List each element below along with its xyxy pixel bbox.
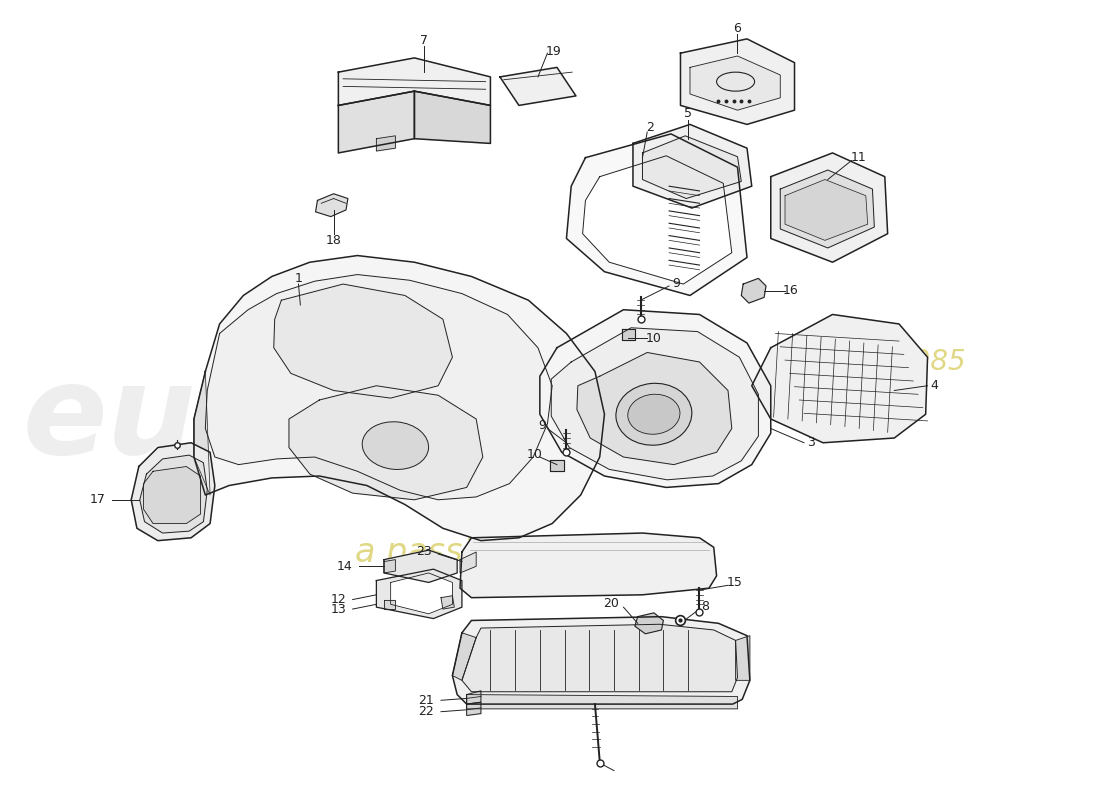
Polygon shape	[452, 633, 476, 680]
Polygon shape	[376, 569, 462, 618]
Text: 4: 4	[931, 379, 938, 392]
Text: 19: 19	[546, 45, 561, 58]
Polygon shape	[466, 702, 481, 715]
Polygon shape	[194, 371, 210, 495]
Polygon shape	[499, 67, 576, 106]
Text: 10: 10	[646, 332, 662, 345]
Polygon shape	[384, 599, 395, 609]
Text: 8: 8	[701, 600, 710, 613]
Text: 21: 21	[419, 694, 435, 706]
Polygon shape	[576, 353, 732, 465]
Polygon shape	[452, 617, 750, 704]
Text: 1: 1	[295, 272, 302, 285]
Polygon shape	[551, 328, 758, 480]
Text: 13: 13	[330, 602, 346, 615]
Text: 16: 16	[783, 284, 799, 298]
Polygon shape	[751, 314, 927, 442]
Polygon shape	[621, 329, 635, 340]
Polygon shape	[690, 56, 780, 110]
Ellipse shape	[628, 394, 680, 434]
Text: 6: 6	[734, 22, 741, 35]
Text: 5: 5	[684, 107, 692, 121]
Text: 3: 3	[806, 436, 815, 450]
Text: 12: 12	[330, 593, 346, 606]
Polygon shape	[289, 386, 483, 500]
Polygon shape	[632, 125, 751, 208]
Text: 2: 2	[646, 121, 654, 134]
Text: a passion for: a passion for	[354, 535, 570, 569]
Polygon shape	[316, 194, 348, 217]
Polygon shape	[274, 284, 452, 398]
Polygon shape	[771, 153, 888, 262]
Polygon shape	[736, 636, 750, 680]
Polygon shape	[376, 136, 395, 151]
Polygon shape	[642, 136, 741, 198]
Polygon shape	[339, 58, 491, 106]
Polygon shape	[144, 466, 200, 523]
Text: 9: 9	[538, 419, 546, 432]
Text: 15: 15	[727, 576, 742, 589]
Text: 22: 22	[419, 705, 435, 718]
Polygon shape	[550, 460, 563, 471]
Polygon shape	[462, 624, 737, 692]
Polygon shape	[194, 255, 605, 541]
Polygon shape	[415, 91, 491, 143]
Polygon shape	[384, 550, 458, 582]
Text: since 1985: since 1985	[814, 348, 966, 376]
Polygon shape	[566, 134, 747, 295]
Text: 18: 18	[326, 234, 342, 247]
Polygon shape	[206, 274, 552, 500]
Polygon shape	[681, 39, 794, 125]
Polygon shape	[466, 690, 481, 704]
Polygon shape	[339, 91, 415, 153]
Polygon shape	[131, 442, 214, 541]
Text: 17: 17	[90, 494, 106, 506]
Text: 11: 11	[850, 151, 866, 164]
Polygon shape	[741, 278, 766, 303]
Polygon shape	[780, 170, 874, 248]
Polygon shape	[460, 533, 716, 598]
Polygon shape	[583, 156, 732, 284]
Polygon shape	[540, 310, 771, 487]
Text: eurc: eurc	[22, 358, 331, 479]
Text: 23: 23	[416, 545, 431, 558]
Polygon shape	[441, 596, 454, 609]
Polygon shape	[140, 455, 207, 533]
Text: 9: 9	[672, 277, 680, 290]
Text: 20: 20	[603, 597, 618, 610]
Text: 14: 14	[337, 560, 353, 573]
Text: 7: 7	[420, 34, 428, 47]
Ellipse shape	[616, 383, 692, 445]
Text: 10: 10	[526, 448, 542, 461]
Polygon shape	[635, 613, 663, 634]
Ellipse shape	[362, 422, 429, 470]
Polygon shape	[460, 552, 476, 573]
Polygon shape	[466, 694, 737, 709]
Polygon shape	[384, 560, 395, 573]
Polygon shape	[785, 179, 868, 240]
Polygon shape	[390, 573, 452, 614]
